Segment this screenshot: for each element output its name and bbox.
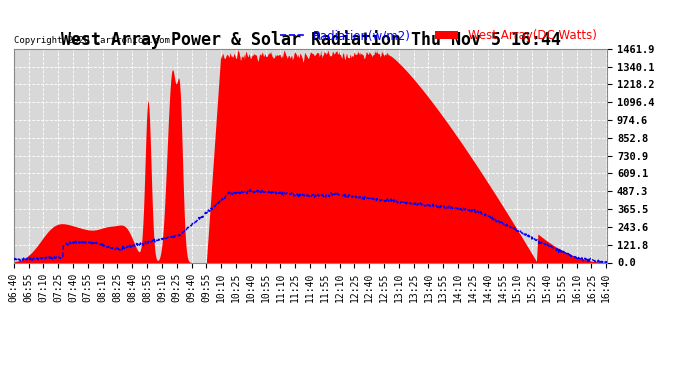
Text: Copyright 2020 Cartronics.com: Copyright 2020 Cartronics.com xyxy=(14,36,170,45)
Legend: Radiation(w/m2), West Array(DC Watts): Radiation(w/m2), West Array(DC Watts) xyxy=(275,25,601,47)
Title: West Array Power & Solar Radiation Thu Nov 5 16:44: West Array Power & Solar Radiation Thu N… xyxy=(61,30,560,49)
